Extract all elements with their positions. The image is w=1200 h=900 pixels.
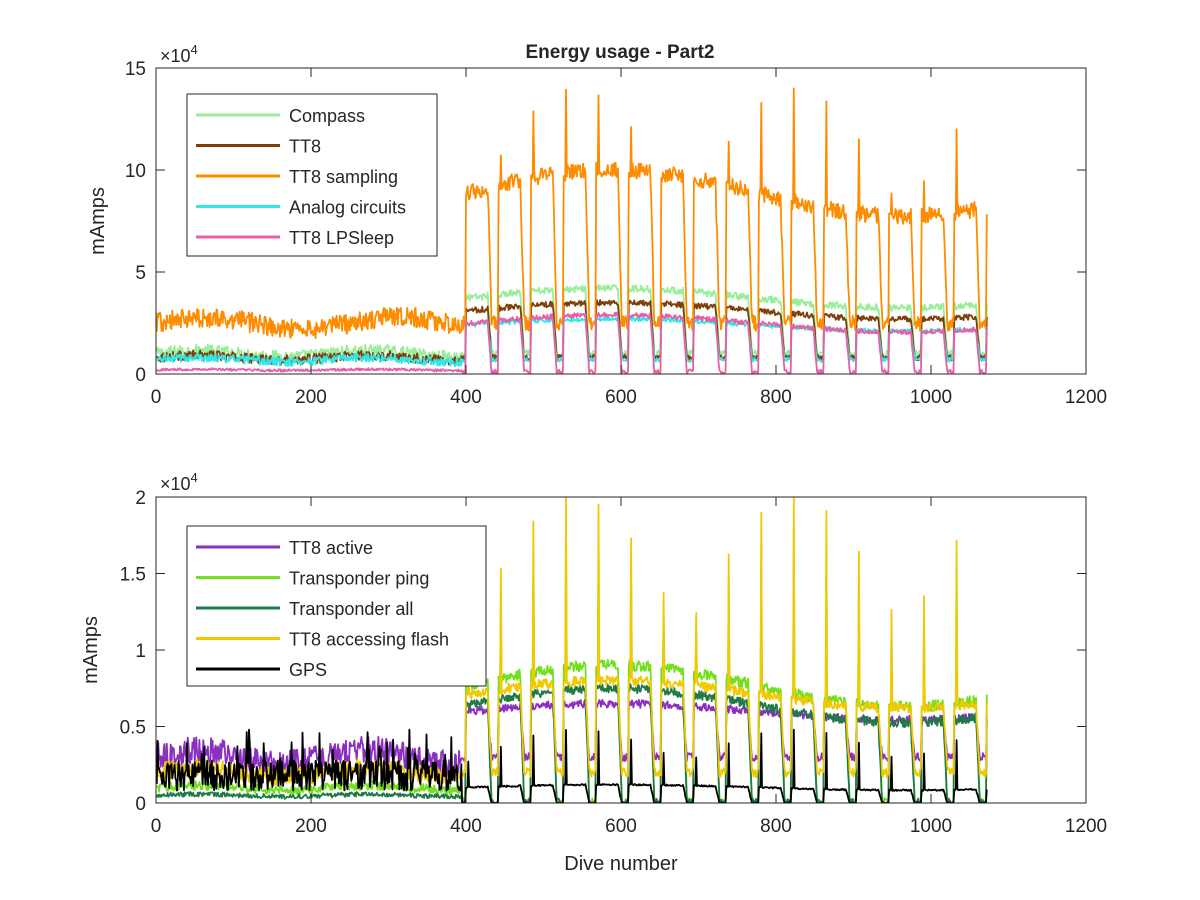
legend-label: Transponder ping — [289, 569, 429, 589]
y-tick-label: 0.5 — [120, 718, 146, 739]
bottom-legend: TT8 active Transponder ping Transponder al… — [186, 525, 487, 687]
top-y-exponent-power: 4 — [191, 42, 198, 57]
bottom-subplot: 0 200 400 600 800 1000 1200 0 0.5 1 1.5 2 mAmps Div… — [80, 470, 1107, 875]
top-subplot: Energy usage - Part2 0 200 400 600 800 1000 12… — [87, 42, 1107, 408]
legend-label: Compass — [289, 106, 365, 126]
top-legend: Compass TT8 TT8 sampling Analog circuits TT8… — [186, 93, 438, 257]
y-tick-label: 2 — [135, 488, 146, 509]
bottom-y-exponent-power: 4 — [191, 470, 198, 485]
series-line-gps — [156, 728, 988, 803]
top-axis-ticks: 0 200 400 600 800 1000 1200 0 5 10 15 — [125, 59, 1107, 408]
top-series-group — [156, 87, 988, 374]
x-tick-label: 800 — [760, 816, 792, 837]
top-y-exponent: ×104 — [160, 42, 198, 66]
y-tick-label: 0 — [135, 794, 146, 815]
top-chart-title: Energy usage - Part2 — [525, 42, 714, 63]
x-tick-label: 1000 — [910, 387, 952, 408]
legend-label: GPS — [289, 660, 327, 680]
x-tick-label: 0 — [151, 387, 162, 408]
x-tick-label: 800 — [760, 387, 792, 408]
bottom-series-group — [156, 497, 988, 803]
top-y-axis-label: mAmps — [87, 187, 109, 255]
x-tick-label: 400 — [450, 387, 482, 408]
y-tick-label: 10 — [125, 161, 146, 182]
x-tick-label: 200 — [295, 387, 327, 408]
legend-label: Transponder all — [289, 599, 413, 619]
top-y-exponent-base: ×10 — [160, 46, 191, 66]
y-tick-label: 1 — [135, 641, 146, 662]
legend-label: TT8 sampling — [289, 167, 398, 187]
bottom-x-axis-label: Dive number — [564, 853, 678, 875]
x-tick-label: 1200 — [1065, 816, 1107, 837]
series-line-tt8-lpsleep — [156, 311, 988, 374]
bottom-y-exponent: ×104 — [160, 470, 198, 494]
x-tick-label: 600 — [605, 387, 637, 408]
bottom-axis-ticks: 0 200 400 600 800 1000 1200 0 0.5 1 1.5 2 — [120, 488, 1108, 837]
x-tick-label: 1000 — [910, 816, 952, 837]
legend-label: TT8 active — [289, 538, 373, 558]
series-line-tt8-sampling — [156, 87, 988, 340]
x-tick-label: 400 — [450, 816, 482, 837]
legend-box — [186, 525, 487, 687]
y-tick-label: 15 — [125, 59, 146, 80]
bottom-y-exponent-base: ×10 — [160, 474, 191, 494]
y-tick-label: 1.5 — [120, 565, 146, 586]
x-tick-label: 1200 — [1065, 387, 1107, 408]
y-tick-label: 0 — [135, 365, 146, 386]
x-tick-label: 0 — [151, 816, 162, 837]
legend-label: Analog circuits — [289, 198, 406, 218]
legend-label: TT8 — [289, 137, 321, 157]
legend-label: TT8 LPSleep — [289, 228, 394, 248]
bottom-y-axis-label: mAmps — [80, 616, 102, 684]
legend-label: TT8 accessing flash — [289, 630, 449, 650]
x-tick-label: 600 — [605, 816, 637, 837]
y-tick-label: 5 — [135, 263, 146, 284]
series-line-transponder-all — [156, 683, 988, 803]
x-tick-label: 200 — [295, 816, 327, 837]
